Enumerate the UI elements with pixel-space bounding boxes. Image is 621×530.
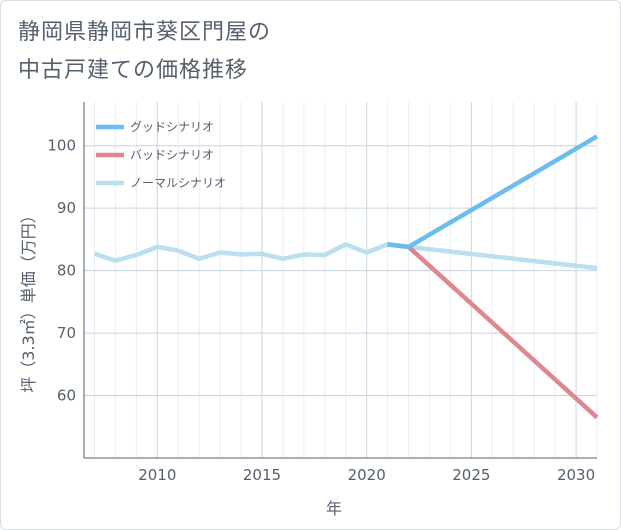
legend-label-2: ノーマルシナリオ — [130, 176, 226, 190]
legend-label-1: バッドシナリオ — [130, 148, 214, 162]
y-tick-label: 60 — [57, 387, 76, 405]
tick-labels: 2010 2015 2020 2025 2030 60 70 80 90 100 — [47, 137, 595, 484]
legend-label-0: グッドシナリオ — [130, 120, 214, 134]
x-axis-title: 年 — [326, 499, 342, 518]
series-line-2 — [93, 242, 598, 271]
y-axis-title: 坪（3.3㎡）単価（万円） — [19, 207, 38, 392]
axes — [83, 102, 597, 459]
grid — [84, 102, 598, 458]
series-lines — [93, 134, 599, 420]
y-tick-label: 90 — [57, 199, 76, 217]
y-tick-label: 100 — [47, 137, 76, 155]
x-tick-label: 2010 — [138, 466, 176, 484]
x-tick-label: 2020 — [348, 466, 386, 484]
y-tick-label: 70 — [57, 324, 76, 342]
x-tick-label: 2030 — [557, 466, 595, 484]
series-line-0 — [387, 134, 599, 250]
chart-title-line-2: 中古戸建ての価格推移 — [18, 58, 249, 83]
x-tick-label: 2025 — [452, 466, 490, 484]
chart-title: 静岡県静岡市葵区門屋の 中古戸建ての価格推移 — [18, 14, 271, 90]
x-tick-label: 2015 — [243, 466, 281, 484]
y-tick-label: 80 — [57, 262, 76, 280]
chart-title-line-1: 静岡県静岡市葵区門屋の — [18, 20, 272, 45]
